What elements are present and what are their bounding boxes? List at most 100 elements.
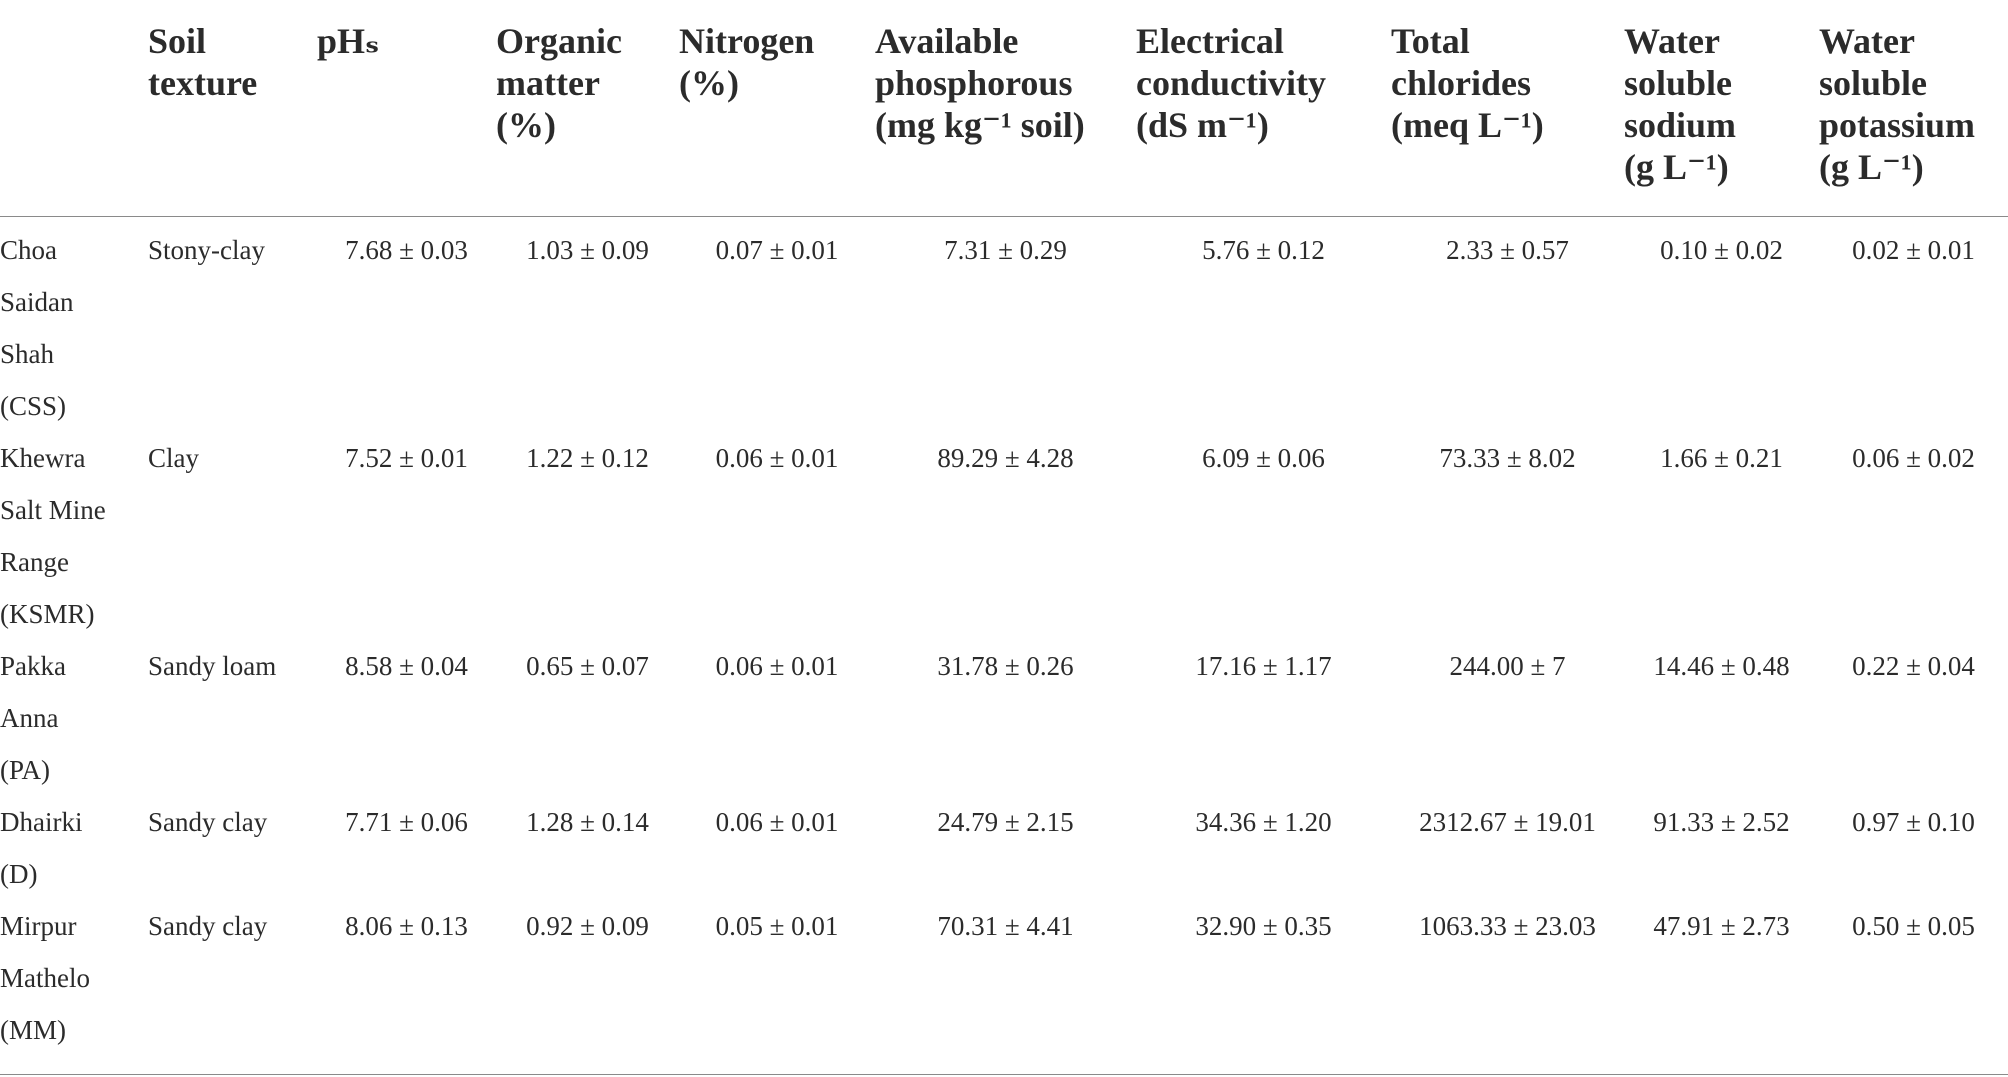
column-header-line: pHₛ: [317, 21, 380, 61]
value-cell-electrical-conductivity: 17.16 ± 1.17: [1195, 651, 1332, 681]
column-header-line: (%): [679, 63, 739, 103]
column-header-line: potassium: [1819, 105, 1976, 145]
value-cell-available-phosphorous: 24.79 ± 2.15: [937, 807, 1074, 837]
column-header-line: (g L⁻¹): [1819, 147, 1924, 187]
value-cell-organic-matter: 1.28 ± 0.14: [526, 807, 649, 837]
column-header-line: Total: [1391, 21, 1470, 61]
location-line: Choa: [0, 235, 57, 265]
column-header-total-chlorides: Total chlorides (meq L⁻¹): [1391, 0, 1624, 217]
table-body: Choa Saidan Shah (CSS) Stony-clay 7.68 ± 0.03…: [0, 217, 2008, 1075]
column-header-organic-matter: Organic matter (%): [496, 0, 679, 217]
value-cell-water-soluble-potassium: 0.22 ± 0.04: [1852, 651, 1975, 681]
value-cell-available-phosphorous: 89.29 ± 4.28: [937, 443, 1074, 473]
value-cell-nitrogen: 0.06 ± 0.01: [715, 443, 839, 473]
value-cell-nitrogen: 0.07 ± 0.01: [715, 235, 839, 265]
location-line: Dhairki: [0, 807, 83, 837]
value-cell-water-soluble-sodium: 0.10 ± 0.02: [1660, 235, 1783, 265]
value-cell-ph: 8.58 ± 0.04: [345, 651, 468, 681]
column-header-line: Soil: [148, 21, 207, 61]
location-cell: Dhairki (D): [0, 796, 148, 900]
location-line: Salt Mine: [0, 495, 106, 525]
header-row: Soil texture pHₛ Organic matter (%) Nitrogen (%…: [0, 0, 2008, 217]
value-cell-available-phosphorous: 7.31 ± 0.29: [944, 235, 1067, 265]
column-header-line: (meq L⁻¹): [1391, 105, 1544, 145]
location-line: (CSS): [0, 391, 67, 421]
table-row: Pakka Anna (PA) Sandy loam 8.58 ± 0.04 0.65 ±…: [0, 640, 2008, 796]
value-cell-available-phosphorous: 31.78 ± 0.26: [937, 651, 1074, 681]
column-header-line: Available: [875, 21, 1019, 61]
location-line: (MM): [0, 1015, 66, 1045]
value-cell-organic-matter: 0.65 ± 0.07: [526, 651, 649, 681]
column-header-available-phosphorous: Available phosphorous (mg kg⁻¹ soil): [875, 0, 1136, 217]
location-line: Anna: [0, 703, 59, 733]
value-cell-water-soluble-sodium: 14.46 ± 0.48: [1653, 651, 1790, 681]
column-header-water-soluble-sodium: Water soluble sodium (g L⁻¹): [1624, 0, 1819, 217]
column-header-line: texture: [148, 63, 258, 103]
column-header-line: soluble: [1624, 63, 1733, 103]
column-header-water-soluble-potassium: Water soluble potassium (g L⁻¹): [1819, 0, 2008, 217]
value-cell-electrical-conductivity: 6.09 ± 0.06: [1202, 443, 1325, 473]
value-cell-water-soluble-potassium: 0.06 ± 0.02: [1852, 443, 1975, 473]
table-row: Khewra Salt Mine Range (KSMR) Clay 7.52 ± 0.0…: [0, 432, 2008, 640]
value-cell-total-chlorides: 2.33 ± 0.57: [1446, 235, 1569, 265]
location-cell: Choa Saidan Shah (CSS): [0, 217, 148, 433]
value-cell-total-chlorides: 2312.67 ± 19.01: [1419, 807, 1596, 837]
location-line: Saidan: [0, 287, 74, 317]
location-line: Mirpur: [0, 911, 77, 941]
column-header-location: [0, 0, 148, 217]
column-header-line: Electrical: [1136, 21, 1284, 61]
column-header-soil-texture: Soil texture: [148, 0, 317, 217]
location-cell: Khewra Salt Mine Range (KSMR): [0, 432, 148, 640]
location-line: (D): [0, 859, 38, 889]
value-cell-electrical-conductivity: 34.36 ± 1.20: [1195, 807, 1332, 837]
column-header-line: chlorides: [1391, 63, 1531, 103]
column-header-line: Organic: [496, 21, 622, 61]
value-cell-water-soluble-sodium: 1.66 ± 0.21: [1660, 443, 1783, 473]
column-header-ph: pHₛ: [317, 0, 496, 217]
column-header-line: soluble: [1819, 63, 1928, 103]
value-cell-total-chlorides: 1063.33 ± 23.03: [1391, 900, 1624, 1075]
location-line: Range: [0, 547, 69, 577]
value-cell-water-soluble-sodium: 91.33 ± 2.52: [1653, 807, 1790, 837]
column-header-line: phosphorous: [875, 63, 1073, 103]
soil-texture-cell: Stony-clay: [148, 235, 265, 265]
location-line: (PA): [0, 755, 51, 785]
location-line: Pakka: [0, 651, 66, 681]
table-row: Dhairki (D) Sandy clay 7.71 ± 0.06 1.28 ± 0.…: [0, 796, 2008, 900]
location-cell: Pakka Anna (PA): [0, 640, 148, 796]
value-cell-ph: 7.68 ± 0.03: [345, 235, 468, 265]
value-cell-water-soluble-sodium: 47.91 ± 2.73: [1624, 900, 1819, 1075]
value-cell-available-phosphorous: 70.31 ± 4.41: [875, 900, 1136, 1075]
value-cell-water-soluble-potassium: 0.50 ± 0.05: [1819, 900, 2008, 1075]
value-cell-nitrogen: 0.05 ± 0.01: [679, 900, 875, 1075]
soil-texture-cell: Sandy loam: [148, 651, 277, 681]
value-cell-ph: 7.52 ± 0.01: [345, 443, 468, 473]
value-cell-nitrogen: 0.06 ± 0.01: [715, 807, 839, 837]
column-header-line: conductivity: [1136, 63, 1327, 103]
value-cell-electrical-conductivity: 5.76 ± 0.12: [1202, 235, 1325, 265]
location-line: Mathelo: [0, 963, 90, 993]
soil-texture-cell: Clay: [148, 443, 199, 473]
column-header-line: (g L⁻¹): [1624, 147, 1729, 187]
column-header-line: (mg kg⁻¹ soil): [875, 105, 1085, 145]
column-header-line: Water: [1624, 21, 1720, 61]
column-header-line: Water: [1819, 21, 1915, 61]
column-header-line: sodium: [1624, 105, 1737, 145]
location-cell: Mirpur Mathelo (MM): [0, 900, 148, 1075]
column-header-electrical-conductivity: Electrical conductivity (dS m⁻¹): [1136, 0, 1391, 217]
location-line: Shah: [0, 339, 54, 369]
column-header-line: matter: [496, 63, 600, 103]
column-header-line: (dS m⁻¹): [1136, 105, 1269, 145]
value-cell-water-soluble-potassium: 0.02 ± 0.01: [1852, 235, 1975, 265]
value-cell-nitrogen: 0.06 ± 0.01: [715, 651, 839, 681]
value-cell-organic-matter: 1.22 ± 0.12: [526, 443, 649, 473]
value-cell-ph: 8.06 ± 0.13: [317, 900, 496, 1075]
column-header-line: Nitrogen: [679, 21, 815, 61]
table-row: Mirpur Mathelo (MM) Sandy clay 8.06 ± 0.13 0.…: [0, 900, 2008, 1075]
column-header-line: (%): [496, 105, 556, 145]
value-cell-organic-matter: 0.92 ± 0.09: [496, 900, 679, 1075]
location-line: (KSMR): [0, 599, 95, 629]
soil-texture-cell: Sandy clay: [148, 807, 268, 837]
